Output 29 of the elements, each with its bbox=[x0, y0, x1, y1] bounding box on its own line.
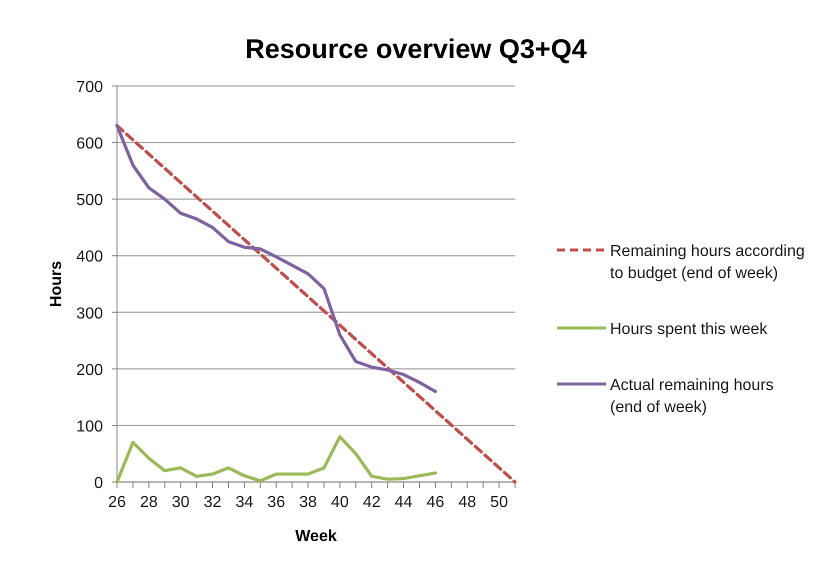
chart-title: Resource overview Q3+Q4 bbox=[245, 34, 587, 64]
x-tick-label: 30 bbox=[172, 494, 190, 511]
legend-label: Actual remaining hours (end of week) bbox=[610, 377, 774, 416]
x-tick-label: 28 bbox=[140, 494, 158, 511]
x-tick-label: 40 bbox=[330, 494, 349, 511]
y-tick-label: 0 bbox=[94, 475, 104, 492]
x-tick-label: 46 bbox=[426, 494, 444, 511]
y-tick-label: 200 bbox=[76, 362, 104, 379]
x-tick-label: 38 bbox=[299, 494, 318, 511]
legend-label: Remaining hours according to budget (end of week) bbox=[610, 243, 805, 282]
x-tick-label: 32 bbox=[204, 494, 222, 511]
line-series bbox=[115, 435, 437, 484]
x-tick-label: 44 bbox=[394, 494, 413, 511]
y-tick-label: 500 bbox=[76, 192, 104, 210]
y-tick-label: 600 bbox=[76, 136, 104, 153]
line-series bbox=[115, 124, 437, 394]
x-tick-label: 34 bbox=[235, 494, 254, 511]
x-tick-label: 48 bbox=[458, 494, 476, 511]
y-tick-label: 400 bbox=[76, 248, 104, 266]
x-tick-label: 42 bbox=[362, 494, 381, 511]
y-tick-label: 100 bbox=[76, 418, 104, 436]
x-axis-title: Week bbox=[295, 528, 337, 545]
y-tick-label: 300 bbox=[76, 305, 104, 322]
x-tick-label: 50 bbox=[490, 494, 508, 511]
legend-label: Hours spent this week bbox=[610, 321, 768, 338]
x-tick-label: 36 bbox=[267, 494, 286, 511]
x-tick-label: 26 bbox=[108, 494, 126, 511]
y-axis-title: Hours bbox=[48, 260, 65, 308]
y-tick-label: 700 bbox=[76, 79, 104, 96]
